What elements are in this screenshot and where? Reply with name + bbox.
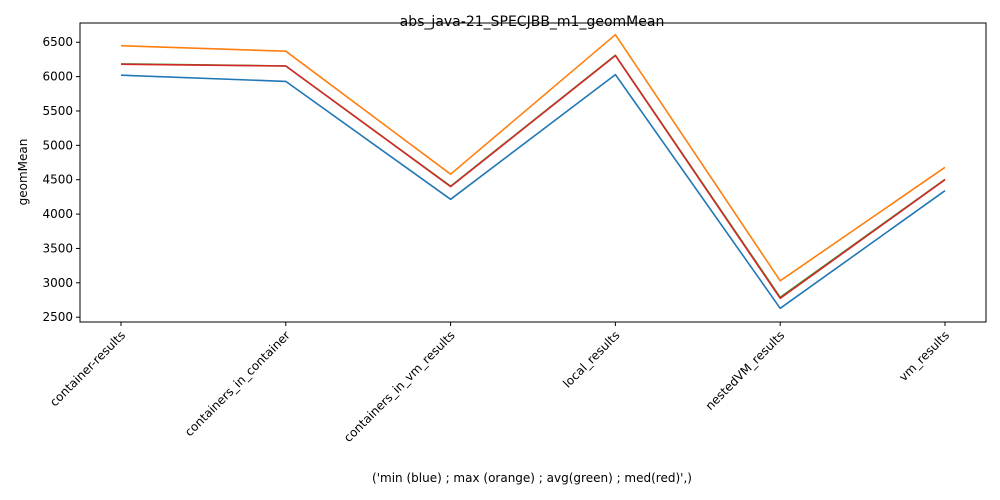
- y-tick-label: 2500: [42, 310, 73, 324]
- y-tick-label: 4500: [42, 173, 73, 187]
- y-tick-label: 5000: [42, 138, 73, 152]
- series-layer: [120, 33, 946, 310]
- x-axis-label: ('min (blue) ; max (orange) ; avg(green)…: [372, 471, 692, 485]
- plot-frame: [79, 22, 987, 323]
- y-tick-label: 6000: [42, 70, 73, 84]
- y-tick-label: 3000: [42, 276, 73, 290]
- chart-title: abs_java-21_SPECJBB_m1_geomMean: [400, 14, 665, 30]
- y-tick-label: 4000: [42, 207, 73, 221]
- y-tick-label: 6500: [42, 35, 73, 49]
- series-line-min: [120, 73, 946, 310]
- y-tick-label: 3500: [42, 241, 73, 255]
- series-line-max: [120, 33, 946, 282]
- y-axis-label: geomMean: [16, 139, 30, 206]
- y-axis: 2500 3000 3500 4000 4500 5000 5500 6000 6500: [42, 35, 80, 324]
- y-tick-label: 5500: [42, 104, 73, 118]
- series-line-med: [120, 54, 946, 300]
